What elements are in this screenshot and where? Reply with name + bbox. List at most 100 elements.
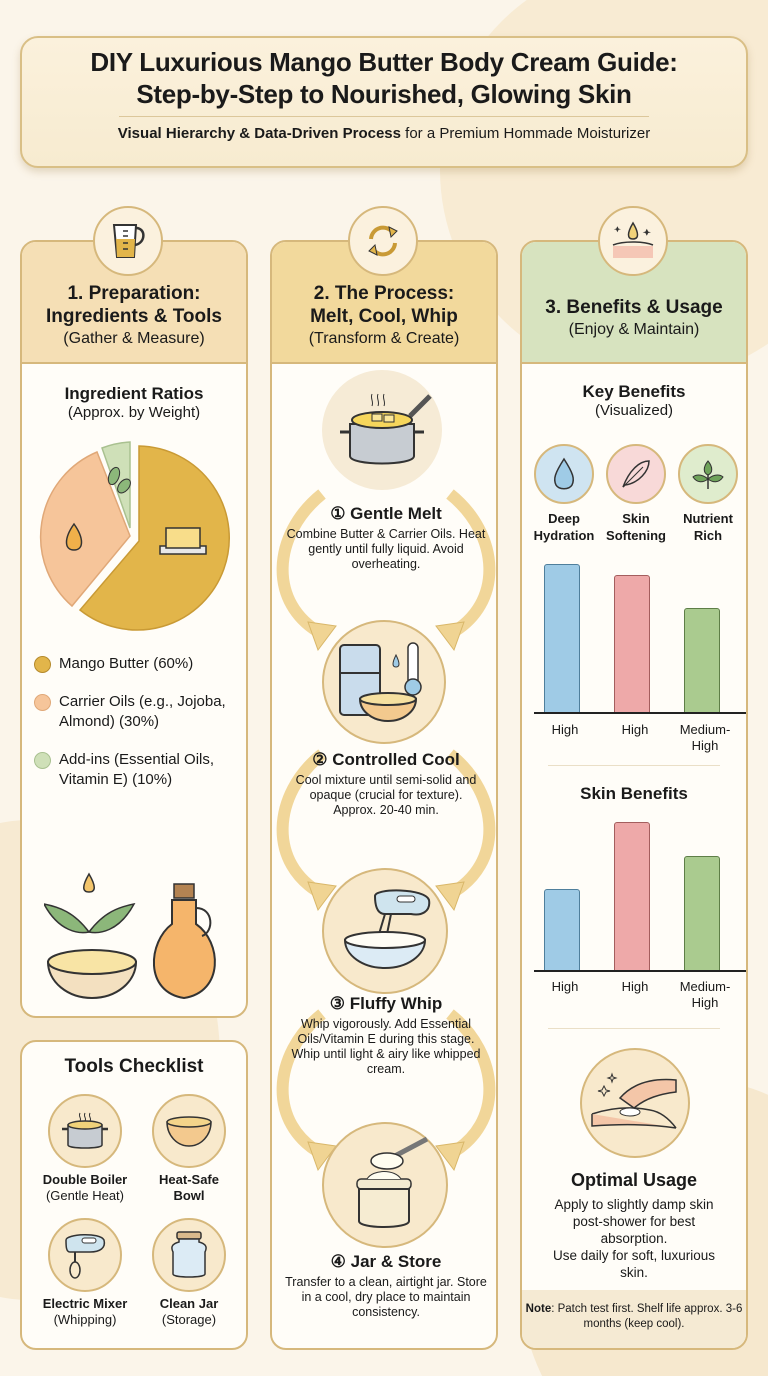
- column-header: 1. Preparation: Ingredients & Tools (Gat…: [22, 242, 246, 364]
- step-controlled-cool: ② Controlled Cool Cool mixture until sem…: [272, 750, 496, 818]
- tool-desc: (Whipping): [53, 1312, 117, 1327]
- tool-electric-mixer: Electric Mixer (Whipping): [30, 1218, 140, 1328]
- divider: [548, 765, 720, 766]
- tool-clean-jar: Clean Jar (Storage): [134, 1218, 244, 1328]
- step-title: ④ Jar & Store: [272, 1252, 496, 1272]
- legend-item: Carrier Oils (e.g., Jojoba, Almond) (30%…: [34, 692, 244, 732]
- benefit-label: Rich: [693, 528, 723, 543]
- legend-dot: [34, 752, 51, 769]
- bar-nutrient-rich: [684, 608, 720, 714]
- legend-label: Mango Butter (60%): [59, 655, 194, 672]
- benefit-skin-softening: Skin Softening: [604, 444, 668, 544]
- step-jar-store: ④ Jar & Store Transfer to a clean, airti…: [272, 1252, 496, 1320]
- flow-arrows: [276, 489, 496, 1172]
- leaves-icon: [678, 444, 738, 504]
- step-fluffy-whip: ③ Fluffy Whip Whip vigorously. Add Essen…: [272, 994, 496, 1077]
- bar-value-label: Medium-High: [679, 979, 731, 1010]
- tool-double-boiler: Double Boiler (Gentle Heat): [30, 1094, 140, 1204]
- step-desc: Cool mixture until semi-solid and opaque…: [295, 773, 477, 817]
- title-banner: DIY Luxurious Mango Butter Body Cream Gu…: [20, 36, 748, 168]
- benefit-deep-hydration: Deep Hydration: [532, 444, 596, 544]
- benefit-label: Nutrient: [683, 511, 733, 526]
- step-title: ③ Fluffy Whip: [272, 994, 496, 1014]
- usage-text-2: Use daily for soft, luxurious skin.: [552, 1248, 716, 1280]
- title-line-2: Step-by-Step to Nourished, Glowing Skin: [136, 79, 632, 109]
- tool-name: Heat-Safe: [159, 1172, 219, 1187]
- benefit-label: Deep: [548, 511, 580, 526]
- skin-benefits-bar-chart: [534, 818, 746, 972]
- pot-icon: [48, 1094, 122, 1168]
- step-title-text: Fluffy Whip: [349, 994, 443, 1013]
- column-title: 2. The Process:: [313, 283, 455, 304]
- cycle-arrows-icon: [348, 206, 418, 276]
- water-drop-icon: [534, 444, 594, 504]
- column-header: 3. Benefits & Usage (Enjoy & Maintain): [522, 242, 746, 364]
- step-number: ④: [330, 1252, 346, 1271]
- preparation-column: 1. Preparation: Ingredients & Tools (Gat…: [20, 240, 248, 1018]
- step-title: ① Gentle Melt: [272, 504, 496, 524]
- whisking-icon: [322, 868, 448, 994]
- note-box: Note: Patch test first. Shelf life appro…: [522, 1290, 746, 1348]
- bar-value-label: High: [551, 722, 579, 737]
- step-gentle-melt: ① Gentle Melt Combine Butter & Carrier O…: [272, 504, 496, 572]
- subtitle: Visual Hierarchy & Data-Driven Process f…: [22, 125, 746, 142]
- ratios-subtitle: (Approx. by Weight): [67, 404, 201, 421]
- bar-skin-softening: [614, 575, 650, 714]
- bar-deep-hydration: [544, 889, 580, 972]
- usage-text: Apply to slightly damp skin post-shower …: [536, 1196, 732, 1281]
- usage-text-1: Apply to slightly damp skin post-shower …: [554, 1197, 714, 1246]
- column-title: Melt, Cool, Whip: [310, 306, 458, 327]
- tools-checklist-panel: Tools Checklist Double Boiler (Gentle He…: [20, 1040, 248, 1350]
- bar-value-label: High: [621, 722, 649, 737]
- column-subtitle: (Transform & Create): [308, 330, 460, 347]
- bar-value-label: Medium-High: [679, 722, 731, 753]
- note-text: : Patch test first. Shelf life approx. 3…: [551, 1303, 743, 1330]
- subtitle-rest: for a Premium Hommade Moisturizer: [400, 125, 651, 142]
- key-benefits-subtitle: (Visualized): [594, 402, 674, 419]
- step-desc: Whip vigorously. Add Essential Oils/Vita…: [291, 1017, 481, 1076]
- step-title: ② Controlled Cool: [272, 750, 496, 770]
- step-number: ③: [329, 994, 345, 1013]
- x-axis: [534, 970, 746, 972]
- column-title: Ingredients & Tools: [46, 306, 222, 327]
- step-title-text: Jar & Store: [350, 1252, 442, 1271]
- tool-desc: (Storage): [161, 1312, 217, 1327]
- usage-title: Optimal Usage: [570, 1170, 698, 1190]
- step-desc: Combine Butter & Carrier Oils. Heat gent…: [286, 527, 486, 571]
- bar-value-label: High: [551, 979, 579, 994]
- key-benefits-title: Key Benefits: [582, 382, 686, 401]
- legend-dot: [34, 694, 51, 711]
- butter-icon: [159, 527, 207, 555]
- bowl-icon: [152, 1094, 226, 1168]
- note-label: Note: [525, 1303, 552, 1315]
- legend-label: Carrier Oils (e.g., Jojoba, Almond) (30%…: [59, 693, 226, 730]
- tool-name: Electric Mixer: [42, 1296, 128, 1311]
- step-title-text: Controlled Cool: [332, 750, 460, 769]
- column-subtitle: (Gather & Measure): [63, 330, 205, 347]
- step-number: ②: [312, 750, 328, 769]
- tool-desc: (Gentle Heat): [45, 1188, 125, 1203]
- tools-title: Tools Checklist: [64, 1056, 204, 1077]
- tool-name: Double Boiler: [42, 1172, 128, 1187]
- hands-applying-cream-icon: [580, 1048, 690, 1158]
- bar-nutrient-rich: [684, 856, 720, 972]
- measuring-cup-icon: [93, 206, 163, 276]
- column-title: 1. Preparation:: [67, 283, 201, 304]
- divider: [548, 1028, 720, 1029]
- legend-item: Add-ins (Essential Oils, Vitamin E) (10%…: [34, 750, 244, 790]
- step-title-text: Gentle Melt: [350, 504, 442, 523]
- benefit-label: Skin: [622, 511, 650, 526]
- subtitle-bold: Visual Hierarchy & Data-Driven Process: [117, 125, 401, 142]
- bar-deep-hydration: [544, 564, 580, 714]
- jar-icon: [152, 1218, 226, 1292]
- step-desc: Transfer to a clean, airtight jar. Store…: [285, 1275, 487, 1319]
- process-column: 2. The Process: Melt, Cool, Whip (Transf…: [270, 240, 498, 1350]
- legend-item: Mango Butter (60%): [34, 654, 244, 674]
- legend-label: Add-ins (Essential Oils, Vitamin E) (10%…: [59, 751, 215, 788]
- bar-skin-softening: [614, 822, 650, 972]
- benefit-nutrient-rich: Nutrient Rich: [676, 444, 740, 544]
- step-number: ①: [330, 504, 346, 523]
- pie-legend: Mango Butter (60%) Carrier Oils (e.g., J…: [34, 654, 244, 808]
- x-axis: [534, 712, 746, 714]
- column-subtitle: (Enjoy & Maintain): [568, 321, 700, 338]
